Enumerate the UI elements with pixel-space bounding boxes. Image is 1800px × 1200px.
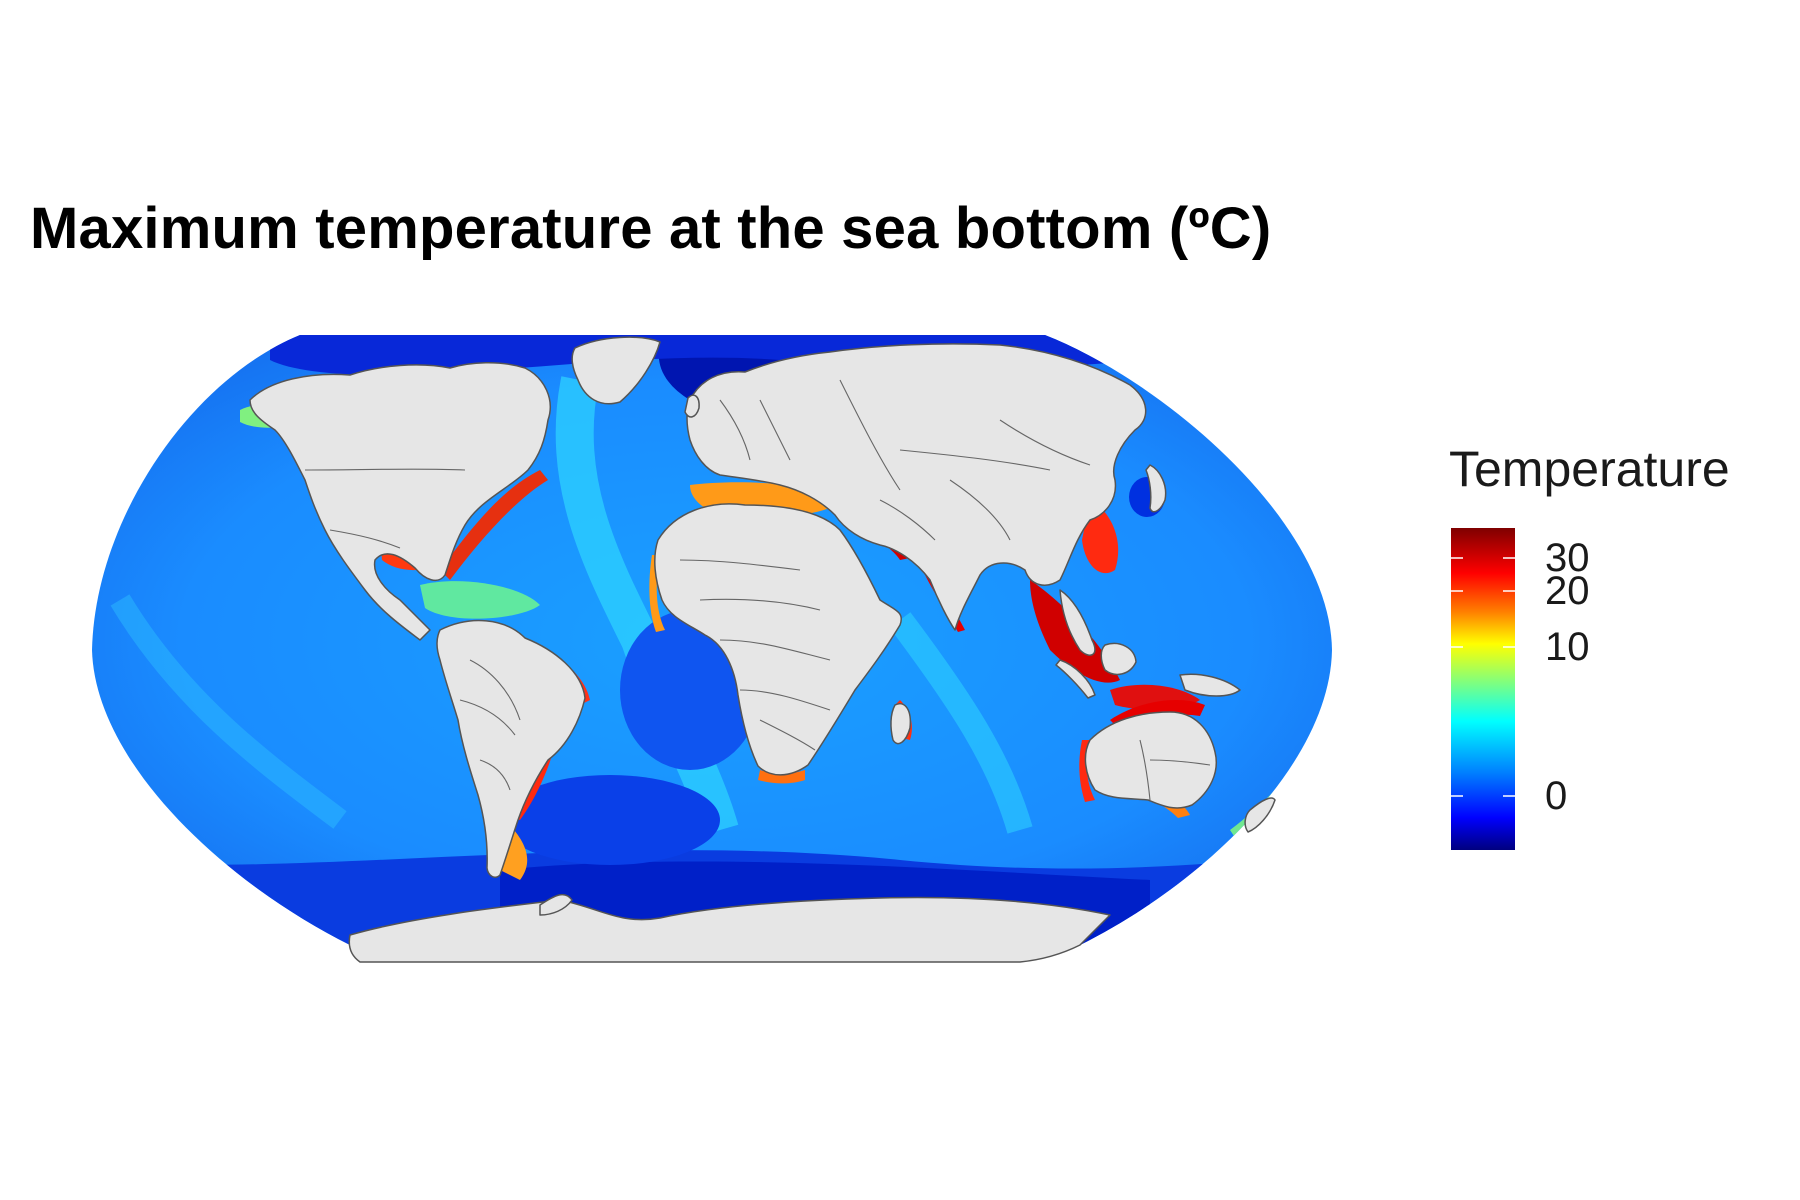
land-eurasia [686, 343, 1147, 631]
land-sumatra [1055, 659, 1096, 699]
color-scale-fill [1451, 528, 1515, 850]
land-greenland [571, 336, 661, 405]
shelf-east-us [440, 470, 548, 580]
borders [304, 379, 1211, 801]
land-new-guinea [1179, 673, 1241, 697]
ridge-indian [889, 612, 1033, 834]
land-africa [654, 503, 902, 776]
shelf-west-africa [649, 555, 665, 632]
tick-label-20: 20 [1545, 569, 1590, 613]
land-south-america [436, 619, 586, 878]
land-new-zealand [1244, 797, 1276, 833]
shelf-caribbean [420, 581, 540, 619]
tick-label-10: 10 [1545, 625, 1590, 669]
land-britain [684, 394, 700, 418]
land-antarctic-peninsula [539, 893, 573, 916]
tick-label-30: 30 [1545, 536, 1590, 580]
land-southeast-asia [1059, 589, 1096, 656]
argentine-basin [500, 775, 720, 865]
land-madagascar [890, 703, 912, 745]
tick-label-0: 0 [1545, 774, 1568, 818]
land [249, 336, 1276, 963]
land-north-america [249, 361, 551, 641]
land-borneo [1100, 642, 1137, 676]
land-japan [1145, 464, 1167, 513]
legend-title: Temperature [1449, 441, 1730, 497]
ridge-pacific [110, 594, 347, 829]
map-title: Maximum temperature at the sea bottom (º… [30, 196, 1272, 261]
color-scale-bar [1451, 528, 1515, 850]
shelf-w-australia [1079, 740, 1095, 802]
